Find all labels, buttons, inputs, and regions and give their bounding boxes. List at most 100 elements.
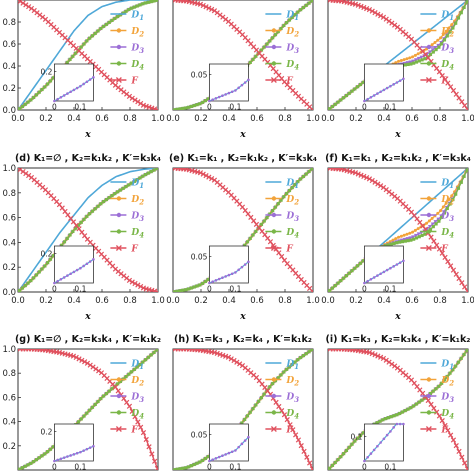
series-point <box>197 170 204 176</box>
series-point <box>431 238 437 244</box>
series-point <box>375 421 379 425</box>
series-point <box>409 62 413 66</box>
series-point <box>90 405 95 409</box>
series-point <box>450 194 454 198</box>
series-line <box>18 168 158 292</box>
series-point <box>276 376 280 380</box>
legend-label: D4 <box>285 228 299 240</box>
series-point <box>254 229 258 233</box>
legend-item-D3: D3 <box>110 212 144 223</box>
series-point <box>104 197 109 202</box>
series-point <box>439 209 443 213</box>
series-point <box>189 286 194 290</box>
series-point <box>301 448 307 455</box>
x-axis-label: x <box>239 311 246 322</box>
series-point <box>398 240 402 244</box>
series-point <box>353 266 357 270</box>
series-point <box>436 413 443 419</box>
series-point <box>330 463 335 467</box>
inset-series-point <box>389 84 392 88</box>
series-point <box>146 444 152 450</box>
series-point <box>412 237 416 241</box>
legend-marker <box>116 196 122 201</box>
series-point <box>386 359 392 365</box>
series-point <box>361 259 365 263</box>
plot-area <box>18 0 158 110</box>
series-point <box>389 242 393 246</box>
series-point <box>140 102 147 108</box>
series-point <box>355 2 361 8</box>
inset-series-point <box>56 97 59 101</box>
inset-x-tick-label: 0.1 <box>229 103 241 112</box>
inset-series-point <box>382 270 386 274</box>
series-point <box>102 24 106 28</box>
plot-frame <box>172 167 314 293</box>
series-point <box>203 4 209 10</box>
series-point <box>259 396 264 400</box>
series-point <box>428 52 433 57</box>
inset-plot: 0.2 0 0.1 <box>40 245 95 294</box>
series-point <box>425 221 429 225</box>
inset-series-point <box>59 457 63 461</box>
series-point <box>40 87 44 92</box>
inset-series-point <box>247 435 250 439</box>
legend-label: D3 <box>130 393 144 405</box>
series-point <box>358 172 364 178</box>
inset-series-point <box>243 439 247 442</box>
series-point <box>132 179 137 183</box>
series-point <box>279 26 283 31</box>
series-point <box>251 406 255 411</box>
legend-label-subscript: 2 <box>448 379 454 388</box>
series-point <box>437 45 441 49</box>
series-point <box>441 205 445 209</box>
series-point <box>417 235 421 239</box>
series-point <box>356 264 360 268</box>
series-point <box>248 236 252 240</box>
inset-series-point <box>62 94 66 97</box>
inset-series-point <box>92 444 95 448</box>
legend-item-D4: D4 <box>265 409 299 421</box>
inset-series-point <box>227 451 231 455</box>
inset-series-point <box>85 80 89 84</box>
inset-x-tick-label: 0 <box>52 103 57 112</box>
series-point <box>441 33 445 37</box>
inset-series-point <box>75 268 79 272</box>
legend-label: D4 <box>285 60 299 72</box>
series-point <box>34 273 39 277</box>
series-point <box>304 3 308 7</box>
series-point <box>82 42 86 46</box>
legend-item-D3: D3 <box>110 44 144 55</box>
series-point <box>434 387 438 391</box>
series-point <box>155 349 158 352</box>
series-point <box>336 281 340 285</box>
series-point <box>146 0 151 4</box>
series-point <box>144 1 148 5</box>
series-point <box>456 448 462 455</box>
legend-marker <box>426 44 432 50</box>
series-point <box>110 18 114 22</box>
series-point <box>411 59 416 64</box>
legend-marker <box>271 212 277 218</box>
legend-label-subscript: 1 <box>449 362 454 371</box>
inset-frame <box>363 423 404 462</box>
series-point <box>309 106 313 110</box>
series-point <box>104 391 109 396</box>
inset-series-point <box>208 281 211 285</box>
series-point <box>144 172 148 177</box>
series-point <box>378 183 384 189</box>
inset-series-point <box>221 276 224 280</box>
legend: D1 D2 D3 D4 F <box>420 360 454 436</box>
legend-marker <box>426 61 432 66</box>
series-point <box>296 10 300 14</box>
series-point <box>290 15 294 19</box>
plot-area <box>328 349 468 470</box>
legend-label: F <box>440 426 448 436</box>
series-point <box>116 382 120 386</box>
series-point <box>434 409 440 415</box>
legend-label-subscript: 3 <box>139 395 144 404</box>
series-point <box>184 106 188 110</box>
x-axis-label: x <box>84 311 91 322</box>
inset-y-tick-label: 0.05 <box>191 253 208 262</box>
series-point <box>282 23 286 28</box>
